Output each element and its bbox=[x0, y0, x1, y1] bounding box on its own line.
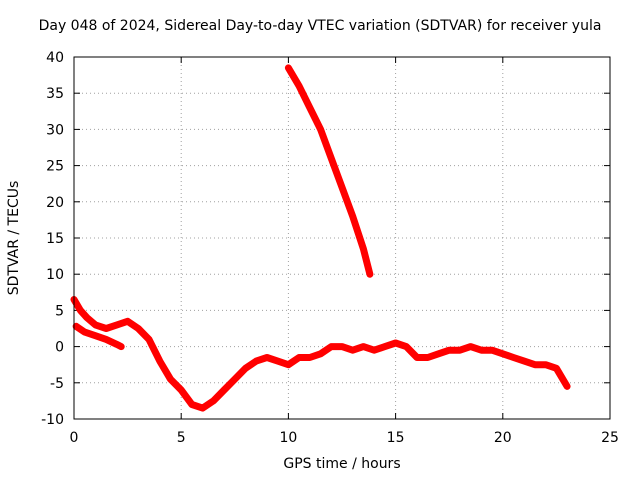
x-tick-label: 25 bbox=[601, 430, 619, 446]
data-point bbox=[349, 347, 356, 354]
data-point bbox=[510, 354, 517, 361]
data-point bbox=[360, 343, 367, 350]
data-point bbox=[328, 343, 335, 350]
data-point bbox=[489, 347, 496, 354]
x-tick-label: 0 bbox=[70, 430, 79, 446]
x-tick-label: 20 bbox=[494, 430, 512, 446]
data-point bbox=[221, 387, 228, 394]
data-point bbox=[231, 376, 238, 383]
data-point bbox=[83, 314, 90, 321]
data-point bbox=[274, 358, 281, 365]
data-point bbox=[414, 354, 421, 361]
data-point bbox=[296, 354, 303, 361]
data-point bbox=[285, 361, 292, 368]
data-point bbox=[424, 354, 431, 361]
y-tick-label: -10 bbox=[41, 412, 64, 428]
data-point bbox=[296, 82, 303, 89]
y-tick-label: 20 bbox=[46, 195, 64, 211]
data-point bbox=[366, 271, 373, 278]
y-axis-label: SDTVAR / TECUs bbox=[6, 180, 22, 296]
data-point bbox=[156, 358, 163, 365]
x-tick-label: 10 bbox=[279, 430, 297, 446]
y-tick-label: 15 bbox=[46, 231, 64, 247]
data-point bbox=[210, 397, 217, 404]
chart-title: Day 048 of 2024, Sidereal Day-to-day VTE… bbox=[38, 18, 602, 34]
data-point bbox=[306, 354, 313, 361]
y-tick-label: 30 bbox=[46, 122, 64, 138]
data-point bbox=[103, 336, 110, 343]
data-point bbox=[92, 332, 99, 339]
data-point bbox=[178, 387, 185, 394]
data-point bbox=[263, 354, 270, 361]
data-point bbox=[339, 184, 345, 191]
data-point bbox=[531, 361, 538, 368]
y-tick-label: 10 bbox=[46, 267, 64, 283]
y-tick-label: 35 bbox=[46, 86, 64, 102]
data-point bbox=[146, 336, 153, 343]
axis-ticks: -10 -5 0 5 10 15 20 25 30 35 40 0 5 10 15 20 25 bbox=[41, 50, 619, 446]
data-point bbox=[306, 104, 313, 111]
data-point bbox=[521, 358, 528, 365]
data-point bbox=[77, 307, 84, 314]
data-point bbox=[553, 365, 560, 372]
data-point bbox=[167, 376, 174, 383]
y-tick-label: -5 bbox=[50, 376, 64, 392]
x-axis-label: GPS time / hours bbox=[283, 456, 401, 472]
y-tick-label: 40 bbox=[46, 50, 64, 66]
data-point bbox=[456, 347, 463, 354]
x-tick-label: 15 bbox=[387, 430, 405, 446]
data-point bbox=[73, 323, 80, 330]
data-point bbox=[317, 126, 324, 133]
data-point bbox=[118, 343, 125, 350]
y-tick-label: 0 bbox=[55, 340, 64, 356]
data-point bbox=[113, 321, 120, 328]
data-point bbox=[317, 350, 324, 357]
data-point bbox=[339, 343, 345, 350]
data-point bbox=[135, 325, 142, 332]
data-point bbox=[467, 343, 474, 350]
data-point bbox=[403, 343, 410, 350]
data-point bbox=[349, 213, 356, 220]
data-point bbox=[478, 347, 485, 354]
y-tick-label: 5 bbox=[55, 303, 64, 319]
data-point bbox=[253, 358, 260, 365]
data-point bbox=[328, 155, 335, 162]
data-point bbox=[199, 405, 206, 412]
data-point bbox=[188, 401, 195, 408]
data-point bbox=[564, 383, 571, 390]
data-point bbox=[542, 361, 549, 368]
data-point bbox=[381, 343, 388, 350]
data-point bbox=[103, 325, 110, 332]
data-point bbox=[285, 64, 292, 71]
data-point bbox=[360, 245, 367, 252]
data-point bbox=[81, 329, 88, 336]
plot-frame bbox=[73, 56, 611, 420]
data-point bbox=[499, 350, 506, 357]
data-point bbox=[371, 347, 378, 354]
y-tick-label: 25 bbox=[46, 159, 64, 175]
x-tick-label: 5 bbox=[177, 430, 186, 446]
series-line-2 bbox=[284, 64, 374, 278]
data-point bbox=[392, 339, 399, 346]
data-point bbox=[435, 350, 442, 357]
data-series bbox=[70, 64, 571, 412]
data-point bbox=[92, 321, 99, 328]
data-point bbox=[242, 365, 249, 372]
data-point bbox=[446, 347, 453, 354]
data-point bbox=[124, 318, 131, 325]
